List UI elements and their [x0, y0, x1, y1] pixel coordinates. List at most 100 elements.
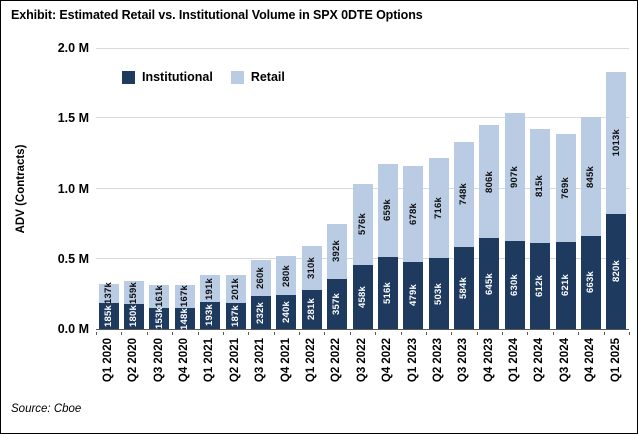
- retail-segment: 392k: [327, 223, 348, 279]
- axis-tick: [502, 332, 504, 335]
- legend-label-institutional: Institutional: [142, 70, 213, 84]
- axis-tick: [324, 332, 326, 335]
- bar-q4-2020: 167k 148k: [174, 284, 195, 330]
- institutional-segment: 479k: [403, 261, 424, 329]
- retail-value-label: 280k: [280, 264, 292, 287]
- axis-tick: [96, 332, 97, 335]
- bar-q2-2024: 815k 612k: [530, 128, 551, 329]
- y-axis-tick-label: 2.0 M: [57, 41, 89, 55]
- retail-segment: 678k: [403, 166, 424, 262]
- retail-segment: 716k: [428, 157, 449, 259]
- legend-item-retail: Retail: [230, 70, 285, 84]
- institutional-segment: 232k: [250, 296, 271, 329]
- bar-q2-2022: 392k 357k: [327, 223, 348, 329]
- institutional-value-label: 180k: [128, 305, 140, 328]
- retail-swatch-icon: [230, 70, 244, 84]
- institutional-segment: 630k: [504, 240, 525, 329]
- retail-value-label: 310k: [305, 256, 317, 279]
- institutional-value-label: 516k: [382, 281, 394, 304]
- x-axis-label: Q1 2025: [604, 338, 629, 382]
- x-axis-label-text: Q1 2021: [203, 338, 216, 383]
- retail-segment: 191k: [200, 275, 221, 302]
- retail-value-label: 815k: [534, 174, 546, 197]
- retail-segment: 161k: [149, 284, 170, 308]
- retail-value-label: 1013k: [610, 128, 622, 157]
- retail-value-label: 159k: [128, 281, 140, 304]
- institutional-value-label: 645k: [483, 272, 495, 295]
- legend-item-institutional: Institutional: [122, 70, 213, 84]
- retail-value-label: 678k: [407, 203, 419, 226]
- institutional-segment: 185k: [98, 303, 119, 329]
- gridline: [96, 117, 629, 119]
- x-axis-label-text: Q3 2023: [457, 338, 470, 383]
- retail-segment: 659k: [377, 163, 398, 257]
- x-axis-label-text: Q4 2024: [584, 338, 597, 383]
- x-axis-labels: Q1 2020 Q2 2020 Q3 2020 Q4 2020 Q1 2021 Q2 20…: [96, 332, 630, 396]
- x-axis-label: Q2 2020: [121, 338, 146, 382]
- x-axis-label: Q4 2020: [172, 338, 197, 382]
- legend: Institutional Retail: [122, 70, 285, 84]
- x-axis-label-text: Q1 2024: [508, 338, 521, 383]
- retail-value-label: 167k: [179, 285, 191, 308]
- institutional-value-label: 458k: [356, 285, 368, 308]
- institutional-value-label: 357k: [331, 292, 343, 315]
- bar-q4-2024: 845k 663k: [580, 117, 601, 329]
- x-axis-label: Q1 2024: [502, 338, 527, 382]
- x-axis-label: Q1 2021: [198, 338, 223, 382]
- retail-value-label: 137k: [102, 282, 114, 305]
- retail-segment: 815k: [530, 128, 551, 243]
- retail-segment: 167k: [174, 284, 195, 309]
- bar-q1-2022: 310k 281k: [301, 245, 322, 329]
- retail-value-label: 748k: [458, 183, 470, 206]
- x-axis-label-text: Q3 2020: [152, 338, 165, 383]
- institutional-segment: 240k: [276, 295, 297, 329]
- retail-value-label: 659k: [382, 199, 394, 222]
- bar-q2-2020: 159k 180k: [124, 281, 145, 329]
- x-axis-label-text: Q1 2023: [406, 338, 419, 383]
- institutional-value-label: 185k: [102, 305, 114, 327]
- retail-segment: 201k: [225, 274, 246, 303]
- x-axis-label: Q1 2020: [96, 338, 121, 382]
- x-axis-label-text: Q4 2023: [482, 338, 495, 383]
- y-axis-tick-label: 0.0 M: [57, 322, 89, 336]
- retail-value-label: 161k: [153, 285, 165, 308]
- x-axis-label: Q4 2022: [375, 338, 400, 382]
- bar-q3-2021: 260k 232k: [250, 259, 271, 329]
- axis-tick: [146, 332, 148, 335]
- axis-tick: [476, 332, 478, 335]
- retail-segment: 748k: [454, 141, 475, 247]
- x-axis-label-text: Q2 2023: [431, 338, 444, 383]
- retail-value-label: 392k: [331, 240, 343, 263]
- bar-q1-2020: 137k 185k: [98, 282, 119, 329]
- institutional-value-label: 630k: [509, 273, 521, 296]
- retail-value-label: 845k: [585, 165, 597, 188]
- axis-tick: [603, 332, 605, 335]
- axis-tick: [578, 332, 580, 335]
- x-axis-label: Q3 2021: [248, 338, 273, 382]
- institutional-swatch-icon: [122, 70, 135, 84]
- x-axis-label-text: Q2 2020: [127, 338, 140, 383]
- x-axis-label: Q1 2022: [299, 338, 324, 382]
- x-axis-label: Q3 2023: [451, 338, 476, 382]
- retail-segment: 845k: [580, 117, 601, 236]
- x-axis-label: Q4 2023: [477, 338, 502, 382]
- axis-tick: [273, 332, 275, 335]
- institutional-segment: 153k: [149, 307, 170, 329]
- institutional-segment: 180k: [124, 303, 145, 329]
- institutional-segment: 645k: [479, 238, 500, 329]
- institutional-segment: 612k: [530, 243, 551, 329]
- retail-value-label: 716k: [432, 197, 444, 219]
- x-axis-label-text: Q4 2021: [279, 338, 292, 383]
- institutional-value-label: 187k: [229, 304, 241, 327]
- axis-tick: [248, 332, 250, 335]
- axis-tick: [527, 332, 529, 335]
- axis-tick: [425, 332, 427, 335]
- bar-q2-2023: 716k 503k: [428, 157, 449, 329]
- retail-segment: 310k: [301, 245, 322, 290]
- retail-segment: 1013k: [606, 71, 627, 214]
- institutional-segment: 663k: [580, 235, 601, 329]
- x-axis-label-text: Q4 2022: [381, 338, 394, 383]
- axis-tick: [552, 332, 554, 335]
- axis-tick: [222, 332, 224, 335]
